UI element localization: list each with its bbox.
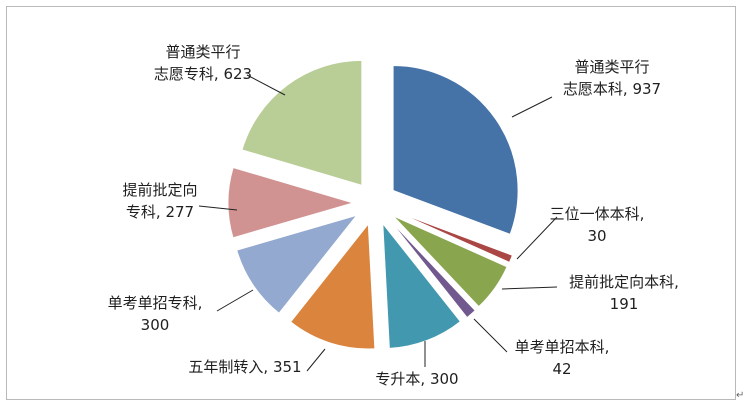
- slice-label-9: 普通类平行志愿专科, 623: [154, 43, 252, 83]
- slice-label-line: 普通类平行: [165, 43, 240, 61]
- leader-line-9: [246, 74, 286, 96]
- pie-slice-6: [289, 222, 376, 350]
- slice-labels: 普通类平行志愿本科, 937 三位一体本科, 30 提前批定向本科, 191 单考单招本科…: [108, 43, 679, 388]
- pie-slice-3: [392, 215, 508, 308]
- slice-label-line: 三位一体本科,: [550, 205, 645, 223]
- leader-lines: [198, 74, 558, 372]
- slice-label-line: 专科, 277: [126, 203, 194, 221]
- slice-label-line: 志愿专科, 623: [154, 65, 252, 83]
- slice-label-line: 提前批定向: [122, 181, 197, 199]
- pie-chart: 普通类平行志愿本科, 937 三位一体本科, 30 提前批定向本科, 191 单考单招本科…: [108, 43, 679, 388]
- slice-label-4: 单考单招本科, 42: [515, 338, 610, 378]
- slice-label-line: 30: [587, 227, 606, 245]
- leader-line-1: [511, 96, 553, 118]
- slice-label-3: 提前批定向本科, 191: [569, 273, 679, 313]
- leader-line-7: [216, 289, 254, 312]
- pie-slice-8: [227, 166, 355, 239]
- slice-label-1: 普通类平行志愿本科, 937: [563, 58, 661, 98]
- slice-label-6: 五年制转入, 351: [188, 358, 301, 376]
- slice-label-7: 单考单招专科, 300: [108, 294, 203, 334]
- slice-label-5: 专升本, 300: [375, 370, 458, 388]
- slice-label-line: 191: [610, 295, 639, 313]
- leader-line-2: [516, 216, 558, 260]
- pie-slice-1: [392, 64, 519, 236]
- slice-label-line: 志愿本科, 937: [563, 80, 661, 98]
- slice-label-line: 单考单招本科,: [515, 338, 610, 356]
- pie-slice-4: [389, 219, 476, 319]
- slice-label-line: 五年制转入, 351: [188, 358, 301, 376]
- pie-slice-2: [395, 210, 514, 264]
- slice-label-line: 专升本, 300: [375, 370, 458, 388]
- leader-line-3: [501, 286, 558, 290]
- pie-slices: [227, 59, 519, 350]
- pie-slice-5: [382, 222, 462, 349]
- leader-line-8: [198, 205, 238, 211]
- pie-slice-9: [241, 59, 363, 187]
- paragraph-return-mark: ↵: [736, 390, 745, 401]
- slice-label-line: 42: [552, 360, 571, 378]
- leader-line-4: [473, 318, 508, 353]
- slice-label-line: 单考单招专科,: [108, 294, 203, 312]
- slice-label-line: 提前批定向本科,: [569, 273, 679, 291]
- slice-label-line: 普通类平行: [574, 58, 649, 76]
- chart-frame: 普通类平行志愿本科, 937 三位一体本科, 30 提前批定向本科, 191 单考单招本科…: [6, 6, 736, 400]
- slice-label-2: 三位一体本科, 30: [550, 205, 645, 245]
- pie-slice-7: [236, 214, 359, 314]
- leader-line-6: [306, 348, 326, 372]
- slice-label-line: 300: [141, 316, 170, 334]
- slice-label-8: 提前批定向专科, 277: [122, 181, 197, 221]
